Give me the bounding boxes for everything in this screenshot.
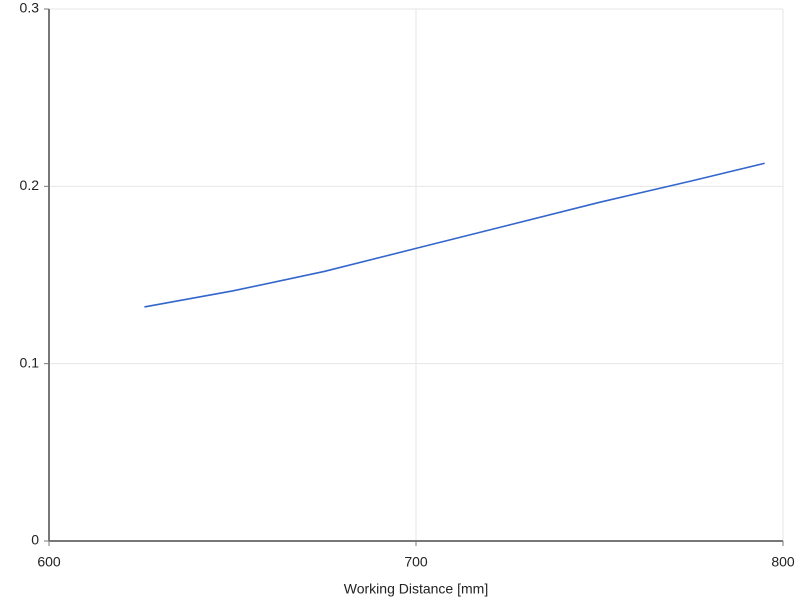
x-tick-label: 700 [404,554,428,570]
y-tick-label: 0 [31,532,39,548]
y-tick-label: 0.2 [20,177,40,193]
data-line [144,162,765,308]
x-tick-label: 600 [37,554,61,570]
x-axis-label: Working Distance [mm] [344,581,488,597]
y-tick-label: 0.3 [20,0,40,16]
x-tick-label: 800 [771,554,795,570]
y-tick-label: 0.1 [20,354,40,370]
